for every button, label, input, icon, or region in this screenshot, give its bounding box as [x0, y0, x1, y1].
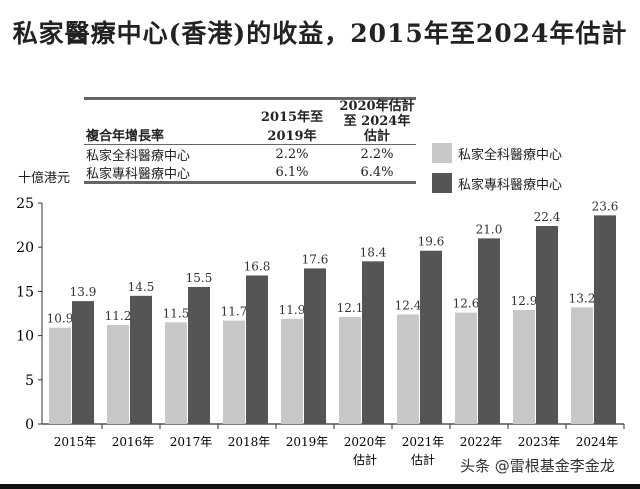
legend-item-general: 私家全科醫療中心	[432, 143, 562, 163]
data-label: 11.5	[163, 306, 190, 320]
bar	[281, 318, 303, 424]
bar	[397, 314, 419, 424]
x-tick-label: 2018年	[228, 435, 271, 449]
data-label: 18.4	[360, 245, 387, 259]
data-label: 12.9	[511, 294, 538, 308]
cagr-row: 私家專科醫療中心 6.1% 6.4%	[84, 163, 416, 182]
y-tick-label: 25	[16, 196, 34, 212]
x-tick-label: 2022年	[460, 435, 503, 449]
data-label: 12.4	[395, 298, 422, 312]
data-label: 12.6	[453, 297, 480, 311]
bar	[571, 307, 593, 424]
cagr-row: 私家全科醫療中心 2.2% 2.2%	[84, 145, 416, 164]
x-tick-label: 2023年	[518, 435, 561, 449]
x-tick-label: 2016年	[112, 435, 155, 449]
y-axis-label: 十億港元	[18, 171, 71, 186]
bar	[478, 238, 500, 424]
data-label: 15.5	[186, 271, 213, 285]
bottom-border	[0, 484, 640, 489]
x-tick-label: 2017年	[170, 435, 213, 449]
legend-swatch	[432, 143, 452, 163]
y-tick-label: 15	[16, 284, 34, 300]
x-tick-label: 2019年	[286, 435, 329, 449]
bar	[513, 309, 535, 424]
y-tick-label: 5	[25, 373, 34, 389]
y-tick-label: 10	[16, 329, 34, 345]
data-label: 14.5	[128, 280, 155, 294]
cagr-value: 2.2%	[275, 146, 309, 162]
data-label: 17.6	[302, 252, 329, 266]
x-tick-label: 2024年	[576, 435, 619, 449]
legend-item-specialist: 私家專科醫療中心	[432, 173, 562, 193]
data-label: 11.2	[105, 309, 132, 323]
legend-label: 私家全科醫療中心	[458, 147, 563, 163]
data-label: 16.8	[244, 259, 271, 273]
cagr-header-2020-2024: 2020年估計至 2024年估計	[339, 99, 415, 144]
chart-title: 私家醫療中心(香港)的收益，2015年至2024年估計	[12, 19, 628, 48]
cagr-header-2015-2019: 2015年至2019年	[260, 110, 324, 144]
bar	[49, 327, 71, 424]
data-label: 10.9	[47, 312, 74, 326]
x-tick-label: 2015年	[54, 435, 97, 449]
bar	[420, 250, 442, 424]
bar	[165, 322, 187, 424]
data-label: 11.7	[221, 305, 248, 319]
bar	[339, 317, 361, 424]
bar	[223, 320, 245, 424]
cagr-table-header: 複合年增長率 2015年至2019年 2020年估計至 2024年估計	[84, 99, 416, 145]
x-tick-label: 2021年	[402, 435, 445, 449]
bar	[72, 301, 94, 424]
bar	[362, 261, 384, 424]
data-label: 23.6	[592, 199, 619, 213]
cagr-table: 複合年增長率 2015年至2019年 2020年估計至 2024年估計 私家全科…	[84, 97, 416, 184]
legend-swatch	[432, 173, 452, 193]
data-label: 11.9	[279, 303, 306, 317]
cagr-value: 2.2%	[360, 146, 394, 162]
bar	[107, 324, 129, 424]
cagr-row-label: 私家全科醫療中心	[86, 148, 191, 164]
bar	[536, 225, 558, 424]
cagr-value: 6.4%	[360, 164, 394, 180]
bar	[455, 312, 477, 424]
bar	[304, 268, 326, 424]
bar	[130, 295, 152, 424]
bar	[594, 215, 616, 424]
data-label: 19.6	[418, 235, 445, 249]
watermark: 头条 @雷根基金李金龙	[460, 457, 615, 475]
y-tick-label: 0	[25, 417, 34, 433]
x-tick-label: 估計	[353, 452, 377, 467]
data-label: 22.4	[534, 210, 561, 224]
data-label: 13.2	[569, 291, 596, 305]
data-label: 21.0	[476, 222, 503, 236]
cagr-value: 6.1%	[275, 164, 309, 180]
data-label: 12.1	[337, 301, 364, 315]
x-tick-label: 估計	[411, 452, 435, 467]
bar	[246, 275, 268, 424]
cagr-header-label: 複合年增長率	[86, 129, 165, 144]
x-tick-label: 2020年	[344, 435, 387, 449]
cagr-row-label: 私家專科醫療中心	[86, 166, 191, 182]
bar	[188, 286, 210, 424]
data-label: 13.9	[70, 285, 97, 299]
legend-label: 私家專科醫療中心	[458, 177, 563, 193]
y-tick-label: 20	[16, 240, 34, 256]
